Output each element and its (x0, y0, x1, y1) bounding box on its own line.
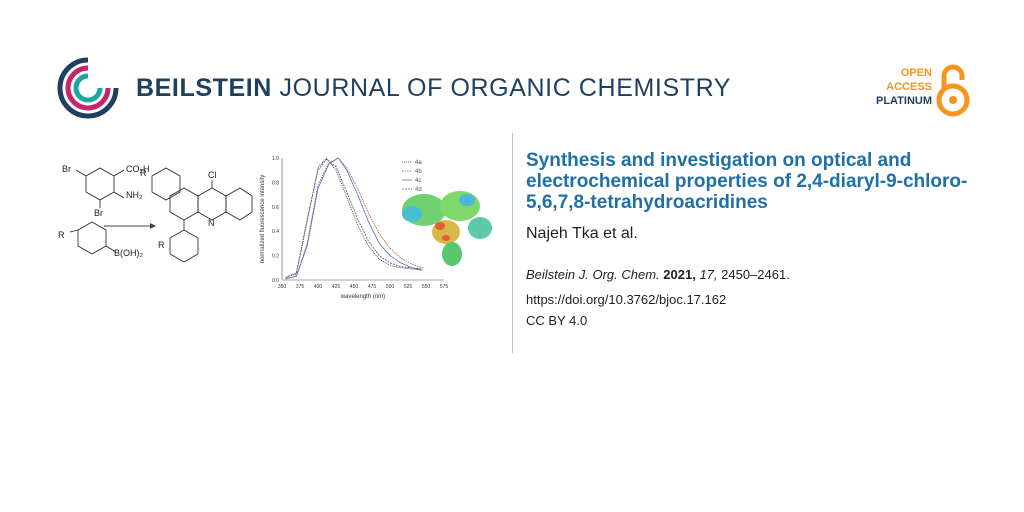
x-tick-label: 550 (422, 284, 431, 290)
product-structure (151, 167, 253, 263)
reactant-label-r: R (58, 230, 65, 240)
x-tick-label: 425 (332, 284, 341, 290)
reactant-label-co2h: CO₂H (126, 164, 150, 174)
open-access-badge: OPEN ACCESS PLATINUM (876, 62, 974, 118)
series-line-4d (285, 158, 423, 278)
product-label-r1: R (140, 168, 147, 178)
journal-name: BEILSTEIN JOURNAL OF ORGANIC CHEMISTRY (136, 74, 731, 103)
series-line-4b (285, 157, 423, 280)
legend-entry: 4b (415, 169, 422, 175)
chart-x-label: wavelength (nm) (340, 294, 385, 300)
chart-y-label: normalized fluorescence intensity (260, 175, 266, 264)
legend-entry: 4c (415, 178, 421, 184)
fluorescence-chart: 0.0 0.2 0.4 0.6 0.8 1.0 350 375 400 425 450 475 500… (260, 156, 448, 300)
open-lock-icon (936, 64, 970, 117)
beilstein-logo-icon (57, 57, 119, 119)
y-tick-label: 0.6 (272, 205, 279, 211)
product-label-r2: R (158, 240, 165, 250)
reactant-structure (75, 167, 125, 208)
x-tick-label: 350 (278, 284, 287, 290)
citation-journal: Beilstein J. Org. Chem. (526, 267, 660, 282)
legend-entry: 4d (415, 187, 422, 193)
journal-name-rest: JOURNAL OF ORGANIC CHEMISTRY (271, 74, 732, 102)
x-tick-label: 475 (368, 284, 377, 290)
reactant-label-br1: Br (62, 164, 71, 174)
article-authors: Najeh Tka et al. (526, 225, 638, 242)
graphical-abstract-svg: Br CO₂H NH₂ Br R B(OH)₂ Cl N R R (58, 156, 492, 300)
product-label-cl: Cl (208, 170, 217, 180)
graphical-abstract: Br CO₂H NH₂ Br R B(OH)₂ Cl N R R (52, 148, 504, 318)
y-tick-label: 0.8 (272, 180, 279, 186)
open-access-text: OPEN ACCESS PLATINUM (876, 66, 932, 108)
series-line-4c (285, 157, 423, 280)
legend-entry: 4a (415, 160, 422, 166)
reaction-arrow-icon (104, 223, 156, 229)
y-tick-label: 1.0 (272, 156, 279, 162)
x-tick-label: 575 (440, 284, 449, 290)
product-label-n: N (208, 218, 215, 228)
x-tick-label: 525 (404, 284, 413, 290)
y-tick-label: 0.4 (272, 229, 279, 235)
article-citation: Beilstein J. Org. Chem. 2021, 17, 2450–2… (526, 267, 996, 282)
doi-link[interactable]: https://doi.org/10.3762/bjoc.17.162 (526, 292, 727, 307)
open-label: OPEN (900, 67, 932, 79)
vertical-divider (512, 133, 513, 353)
journal-header: BEILSTEIN JOURNAL OF ORGANIC CHEMISTRY O… (56, 56, 976, 120)
series-line-4a (285, 157, 423, 278)
boronic-acid-structure (69, 221, 117, 255)
x-tick-label: 400 (314, 284, 323, 290)
article-info: Synthesis and investigation on optical a… (526, 150, 996, 328)
article-title: Synthesis and investigation on optical a… (526, 150, 968, 213)
citation-volume: 17, (699, 267, 718, 282)
x-tick-label: 450 (350, 284, 359, 290)
citation-year: 2021, (663, 267, 696, 282)
y-tick-label: 0.2 (272, 254, 279, 260)
reactant-label-nh2: NH₂ (126, 190, 143, 200)
citation-pages: 2450–2461. (721, 267, 790, 282)
platinum-label: PLATINUM (875, 95, 932, 107)
y-tick-label: 0.0 (272, 278, 279, 284)
journal-name-bold: BEILSTEIN (136, 74, 272, 102)
molecule-surface-image (402, 191, 492, 266)
license-text: CC BY 4.0 (526, 313, 588, 328)
x-tick-label: 375 (296, 284, 305, 290)
x-tick-label: 500 (386, 284, 395, 290)
reactant-label-boh2: B(OH)₂ (114, 248, 143, 258)
access-label: ACCESS (886, 81, 932, 93)
reactant-label-br2: Br (94, 208, 103, 218)
